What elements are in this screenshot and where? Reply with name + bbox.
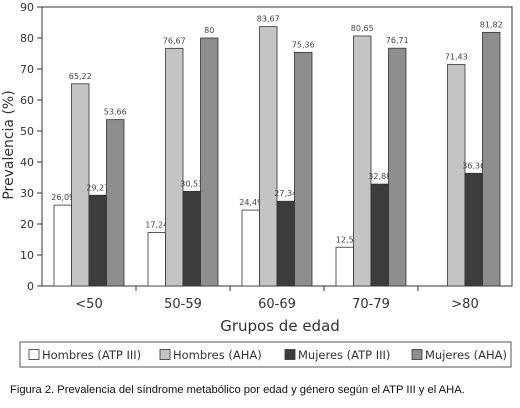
bar: [353, 35, 372, 287]
legend-label: Hombres (ATP III): [42, 348, 141, 362]
bar: [294, 51, 313, 287]
y-tick-label: 40: [20, 156, 34, 169]
legend-label: Mujeres (AHA): [425, 348, 507, 362]
data-label: 27,34: [274, 189, 297, 198]
bar: [482, 31, 501, 287]
y-tick-label: 0: [27, 280, 34, 293]
data-label: 36,36: [462, 161, 485, 170]
data-label: 30,53: [180, 179, 203, 188]
legend-swatch: [28, 349, 40, 360]
y-tick-label: 20: [20, 218, 34, 231]
x-axis-label: Grupos de edad: [220, 317, 340, 335]
data-label: 53,66: [104, 108, 127, 117]
bar: [88, 194, 107, 287]
data-label: 76,67: [163, 36, 186, 45]
legend-label: Mujeres (ATP III): [298, 348, 390, 362]
legend-swatch: [159, 349, 171, 360]
bar: [370, 183, 389, 287]
legend-box: [19, 341, 512, 368]
chart-canvas: 0 10 20 30 40 50 60 70 80 90 <50 50-59 60-69 70-79 >80…: [1, 1, 513, 368]
y-tick-label: 90: [20, 1, 34, 14]
bar: [165, 47, 184, 287]
bar: [276, 200, 295, 287]
bar: [106, 119, 125, 287]
data-label: 80,65: [351, 24, 374, 33]
legend-label: Hombres (AHA): [173, 348, 262, 362]
bar: [335, 246, 354, 287]
bar: [53, 204, 72, 287]
bar: [259, 26, 278, 287]
bar: [464, 172, 483, 287]
legend-swatch: [411, 349, 423, 360]
bar: [241, 209, 260, 287]
data-label: 75,36: [292, 40, 315, 49]
x-tick-label: 50-59: [164, 297, 202, 312]
bar: [447, 64, 466, 287]
bar: [200, 37, 219, 287]
data-label: 81,82: [480, 20, 503, 29]
data-label: 76,71: [386, 36, 409, 45]
x-tick-label: 70-79: [352, 297, 390, 312]
data-label: 29,27: [86, 183, 109, 192]
legend-swatch: [284, 349, 296, 360]
data-label: 24,49: [239, 198, 262, 207]
data-label: 65,22: [69, 72, 92, 81]
data-label: 26,09: [51, 193, 74, 202]
y-tick-label: 10: [20, 249, 34, 262]
y-axis-label: Prevalencia (%): [1, 90, 17, 199]
x-tick-label: >80: [451, 297, 478, 312]
data-label: 83,67: [257, 15, 280, 24]
figure-caption: Figura 2. Prevalencia del síndrome metab…: [10, 384, 465, 396]
bar: [147, 232, 166, 287]
data-label: 80: [204, 26, 214, 35]
data-label: 71,43: [445, 53, 468, 62]
data-label: 12,5: [336, 235, 354, 244]
bar: [388, 47, 407, 287]
y-tick-label: 70: [20, 63, 34, 76]
legend: Hombres (ATP III) Hombres (AHA) Mujeres (A…: [19, 341, 512, 368]
y-tick-label: 80: [20, 32, 34, 45]
x-tick-label: <50: [75, 297, 102, 312]
bar: [182, 190, 201, 287]
y-tick-label: 60: [20, 94, 34, 107]
y-tick-label: 30: [20, 187, 34, 200]
bars: 26,09 65,22 29,27 53,66 17,24 76,67 30,53 80 24,…: [51, 15, 503, 287]
y-tick-label: 50: [20, 125, 34, 138]
x-tick-label: 60-69: [258, 297, 296, 312]
data-label: 17,24: [145, 221, 168, 230]
data-label: 32,88: [368, 172, 391, 181]
bar: [71, 83, 90, 287]
